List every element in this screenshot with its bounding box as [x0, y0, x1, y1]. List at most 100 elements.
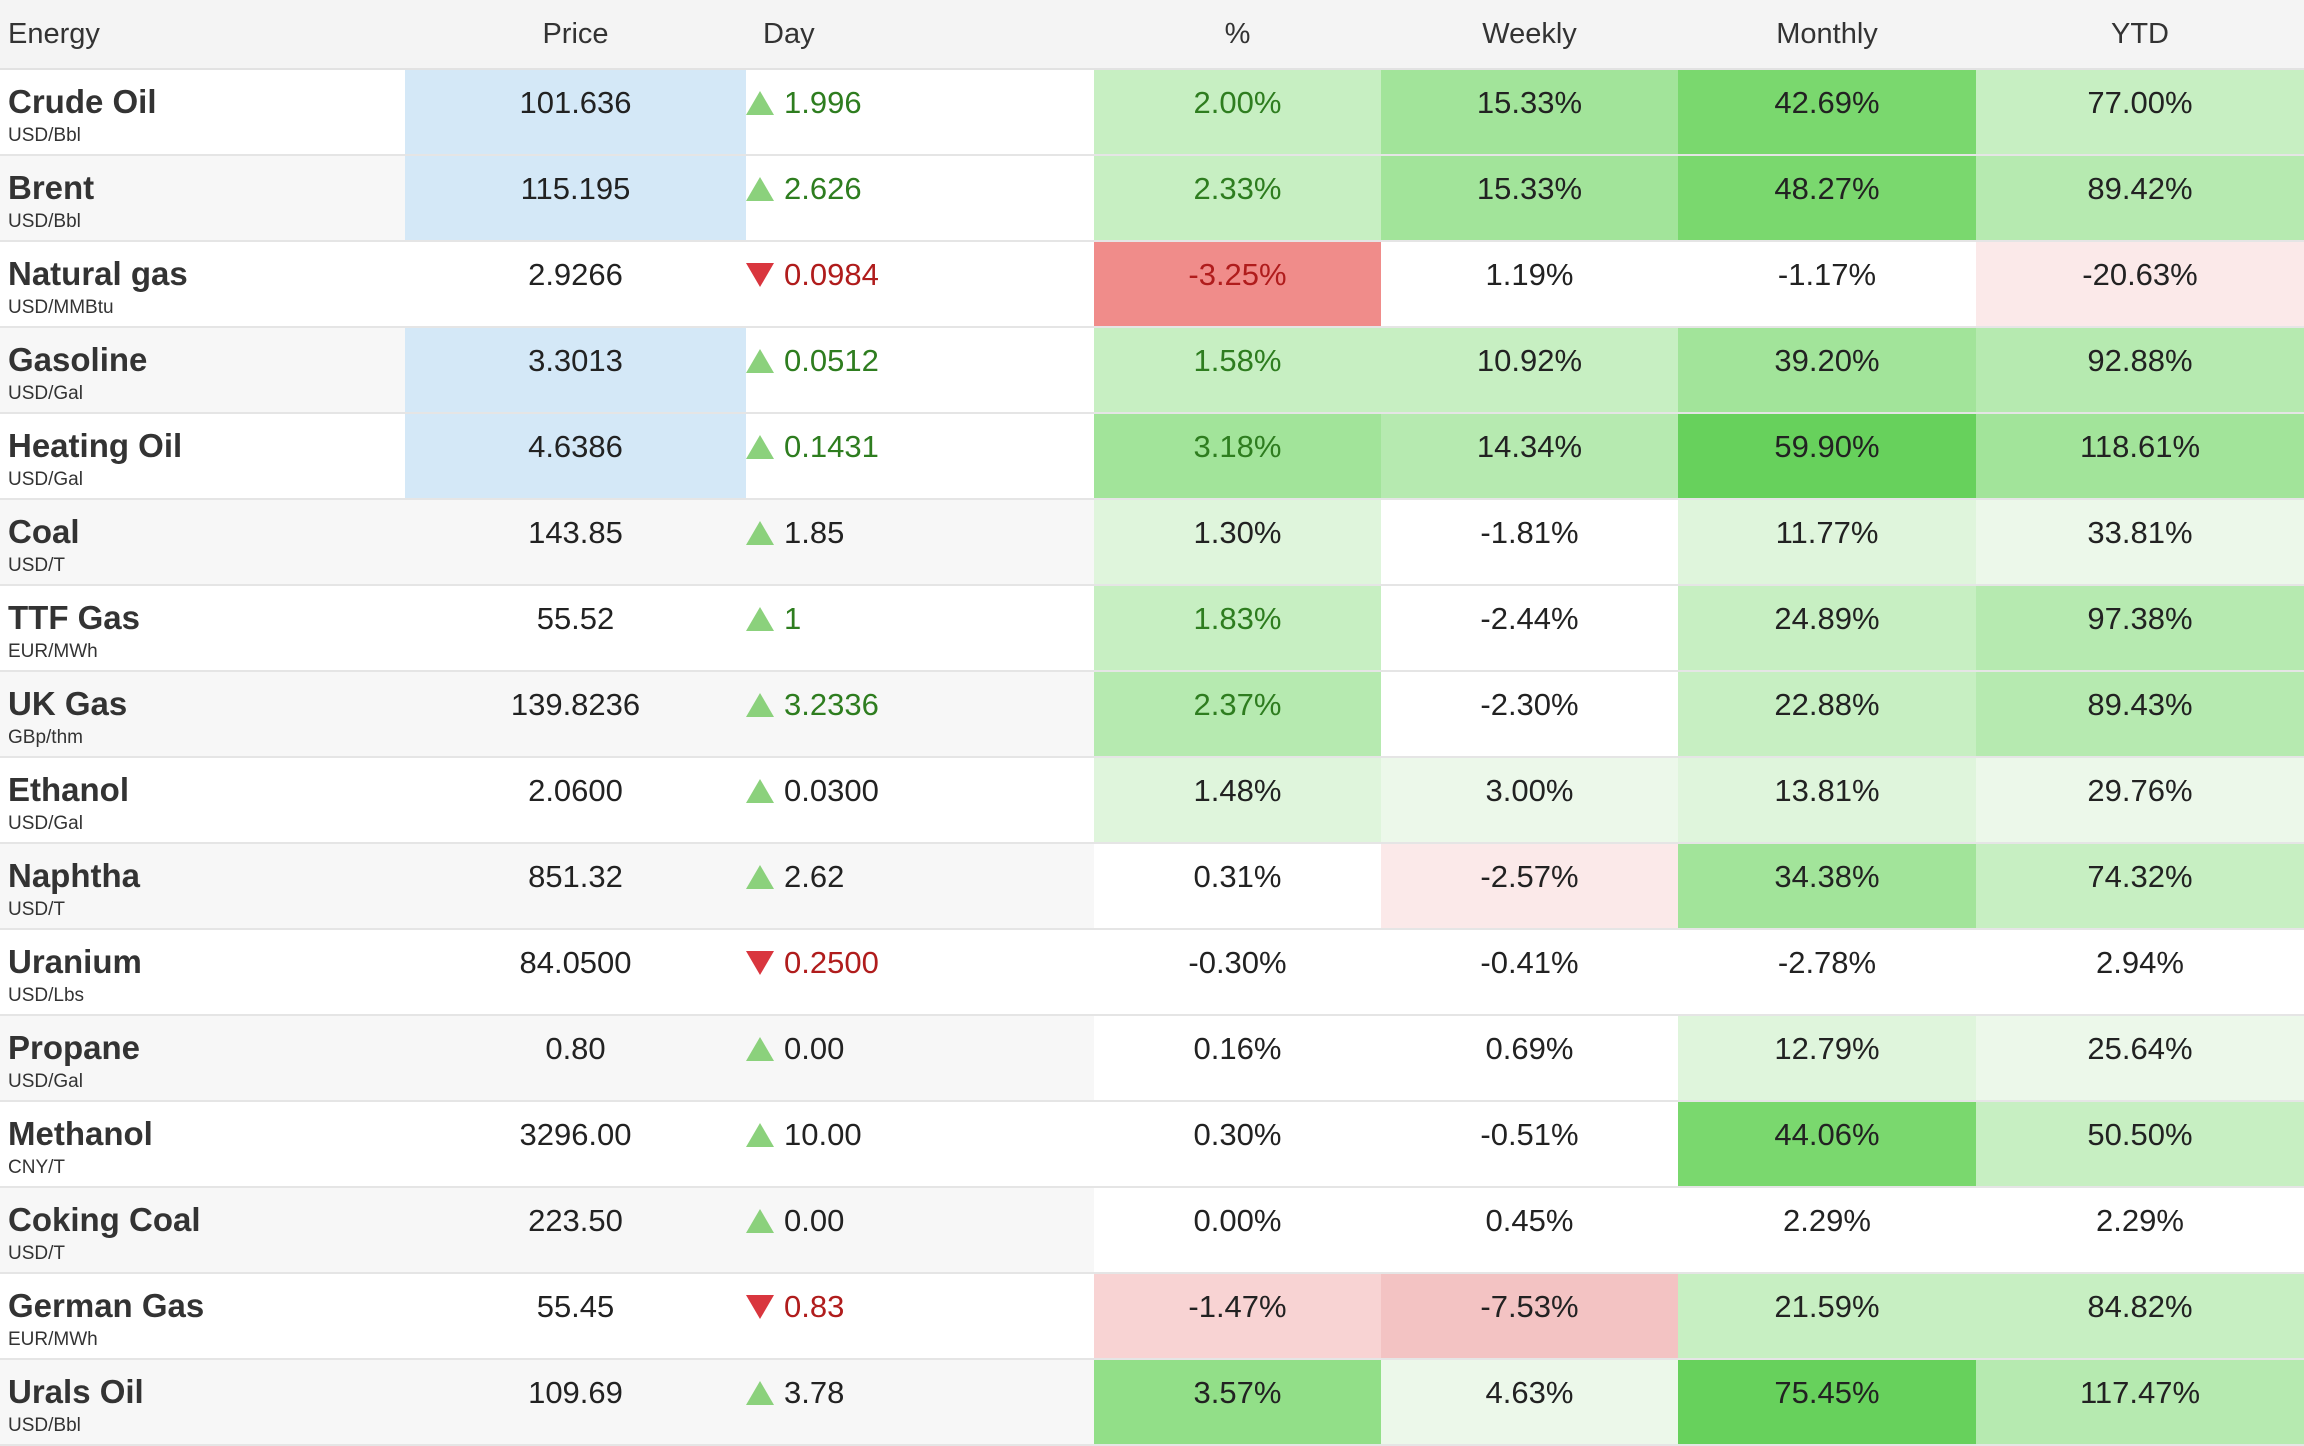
- price-value: 0.80: [545, 1031, 606, 1066]
- price-value: 223.50: [528, 1203, 623, 1238]
- price-value: 101.636: [519, 85, 632, 120]
- day-change-cell: 2.62: [746, 843, 1094, 930]
- table-row[interactable]: German Gas EUR/MWh 55.45 0.83 -1.47% -7.53% 21…: [0, 1273, 2304, 1360]
- monthly-change-value: 75.45%: [1774, 1375, 1880, 1410]
- weekly-change-value: -2.44%: [1480, 601, 1579, 636]
- weekly-change-cell: 0.45%: [1381, 1187, 1678, 1274]
- column-header-day[interactable]: Day: [746, 0, 1094, 70]
- percent-change-cell: 0.00%: [1094, 1187, 1381, 1274]
- day-change-value: 0.1431: [784, 429, 879, 464]
- day-change-value: 2.62: [784, 859, 845, 894]
- ytd-change-value: 89.42%: [2087, 171, 2193, 206]
- day-change-cell: 3.78: [746, 1359, 1094, 1446]
- price-value: 55.45: [536, 1289, 615, 1324]
- day-change-cell: 0.83: [746, 1273, 1094, 1360]
- column-header-price[interactable]: Price: [405, 0, 746, 70]
- table-row[interactable]: Urals Oil USD/Bbl 109.69 3.78 3.57% 4.63% 75.4…: [0, 1359, 2304, 1446]
- commodity-unit: CNY/T: [8, 1157, 65, 1178]
- table-row[interactable]: Methanol CNY/T 3296.00 10.00 0.30% -0.51% 44.0…: [0, 1101, 2304, 1188]
- percent-change-cell: 2.00%: [1094, 69, 1381, 156]
- column-header-monthly[interactable]: Monthly: [1678, 0, 1976, 70]
- percent-change-value: 2.33%: [1193, 171, 1282, 206]
- commodity-name-link[interactable]: Natural gas: [8, 255, 188, 292]
- monthly-change-cell: 13.81%: [1678, 757, 1976, 844]
- weekly-change-cell: 15.33%: [1381, 155, 1678, 242]
- weekly-change-cell: -7.53%: [1381, 1273, 1678, 1360]
- table-row[interactable]: Uranium USD/Lbs 84.0500 0.2500 -0.30% -0.41% -…: [0, 929, 2304, 1016]
- table-row[interactable]: Heating Oil USD/Gal 4.6386 0.1431 3.18% 14.34…: [0, 413, 2304, 500]
- table-row[interactable]: Propane USD/Gal 0.80 0.00 0.16% 0.69% 12.79% 25…: [0, 1015, 2304, 1102]
- change-arrow-icon: [746, 865, 774, 889]
- weekly-change-value: 3.00%: [1485, 773, 1574, 808]
- price-cell: 2.0600: [405, 757, 746, 844]
- table-row[interactable]: Ethanol USD/Gal 2.0600 0.0300 1.48% 3.00% 13.8…: [0, 757, 2304, 844]
- day-change-value: 3.2336: [784, 687, 879, 722]
- column-header-percent[interactable]: %: [1094, 0, 1381, 70]
- column-header-energy[interactable]: Energy: [0, 0, 405, 70]
- monthly-change-cell: -1.17%: [1678, 241, 1976, 328]
- commodity-name-link[interactable]: Naphtha: [8, 857, 140, 894]
- commodity-cell: Ethanol USD/Gal: [0, 757, 405, 844]
- percent-change-cell: 3.18%: [1094, 413, 1381, 500]
- commodity-name-link[interactable]: Urals Oil: [8, 1373, 144, 1410]
- commodity-name-link[interactable]: Coal: [8, 513, 80, 550]
- commodity-name-link[interactable]: Methanol: [8, 1115, 153, 1152]
- table-row[interactable]: Gasoline USD/Gal 3.3013 0.0512 1.58% 10.92% 39…: [0, 327, 2304, 414]
- monthly-change-cell: 2.29%: [1678, 1187, 1976, 1274]
- commodity-name-link[interactable]: Uranium: [8, 943, 142, 980]
- commodity-name-link[interactable]: Propane: [8, 1029, 141, 1066]
- change-arrow-icon: [746, 91, 774, 115]
- commodity-name-link[interactable]: TTF Gas: [8, 599, 141, 636]
- price-value: 2.9266: [528, 257, 623, 292]
- price-cell: 223.50: [405, 1187, 746, 1274]
- change-arrow-icon: [746, 1123, 774, 1147]
- weekly-change-value: -1.81%: [1480, 515, 1579, 550]
- ytd-change-value: 117.47%: [2079, 1375, 2201, 1410]
- table-row[interactable]: UK Gas GBp/thm 139.8236 3.2336 2.37% -2.30% 22…: [0, 671, 2304, 758]
- commodity-name-link[interactable]: Heating Oil: [8, 427, 183, 464]
- price-cell: 55.52: [405, 585, 746, 672]
- ytd-change-cell: 97.38%: [1976, 585, 2304, 672]
- column-header-ytd[interactable]: YTD: [1976, 0, 2304, 70]
- day-change-value: 0.0300: [784, 773, 879, 808]
- change-arrow-icon: [746, 951, 774, 975]
- day-change-value: 0.2500: [784, 945, 879, 980]
- table-row[interactable]: Coal USD/T 143.85 1.85 1.30% -1.81% 11.77% 33.8…: [0, 499, 2304, 586]
- commodity-name-link[interactable]: Ethanol: [8, 771, 129, 808]
- monthly-change-cell: 44.06%: [1678, 1101, 1976, 1188]
- column-header-weekly[interactable]: Weekly: [1381, 0, 1678, 70]
- commodity-unit: USD/MMBtu: [8, 297, 114, 318]
- ytd-change-cell: 89.42%: [1976, 155, 2304, 242]
- table-row[interactable]: TTF Gas EUR/MWh 55.52 1 1.83% -2.44% 24.89% 97.…: [0, 585, 2304, 672]
- table-row[interactable]: Coking Coal USD/T 223.50 0.00 0.00% 0.45% 2.29…: [0, 1187, 2304, 1274]
- ytd-change-value: 2.94%: [2096, 945, 2184, 980]
- commodity-cell: Heating Oil USD/Gal: [0, 413, 405, 500]
- change-arrow-icon: [746, 349, 774, 373]
- price-cell: 3296.00: [405, 1101, 746, 1188]
- table-row[interactable]: Crude Oil USD/Bbl 101.636 1.996 2.00% 15.33% 4…: [0, 69, 2304, 156]
- commodity-name-link[interactable]: Crude Oil: [8, 83, 157, 120]
- commodity-name-link[interactable]: German Gas: [8, 1287, 205, 1324]
- commodity-cell: Methanol CNY/T: [0, 1101, 405, 1188]
- commodity-cell: Urals Oil USD/Bbl: [0, 1359, 405, 1446]
- commodity-name-link[interactable]: Coking Coal: [8, 1201, 201, 1238]
- monthly-change-cell: 75.45%: [1678, 1359, 1976, 1446]
- percent-change-cell: 1.48%: [1094, 757, 1381, 844]
- table-header-row: Energy Price Day % Weekly Monthly YTD: [0, 0, 2304, 70]
- ytd-change-value: 74.32%: [2087, 859, 2193, 894]
- commodity-name-link[interactable]: Gasoline: [8, 341, 148, 378]
- price-cell: 143.85: [405, 499, 746, 586]
- table-row[interactable]: Brent USD/Bbl 115.195 2.626 2.33% 15.33% 48.27…: [0, 155, 2304, 242]
- commodity-name-link[interactable]: UK Gas: [8, 685, 128, 722]
- ytd-change-value: 50.50%: [2087, 1117, 2193, 1152]
- price-value: 2.0600: [528, 773, 623, 808]
- change-arrow-icon: [746, 607, 774, 631]
- ytd-change-cell: 117.47%: [1976, 1359, 2304, 1446]
- commodity-name-link[interactable]: Brent: [8, 169, 95, 206]
- monthly-change-cell: 21.59%: [1678, 1273, 1976, 1360]
- ytd-change-cell: -20.63%: [1976, 241, 2304, 328]
- monthly-change-value: 12.79%: [1774, 1031, 1880, 1066]
- table-row[interactable]: Naphtha USD/T 851.32 2.62 0.31% -2.57% 34.38% 7…: [0, 843, 2304, 930]
- change-arrow-icon: [746, 693, 774, 717]
- table-row[interactable]: Natural gas USD/MMBtu 2.9266 0.0984 -3.25% 1.…: [0, 241, 2304, 328]
